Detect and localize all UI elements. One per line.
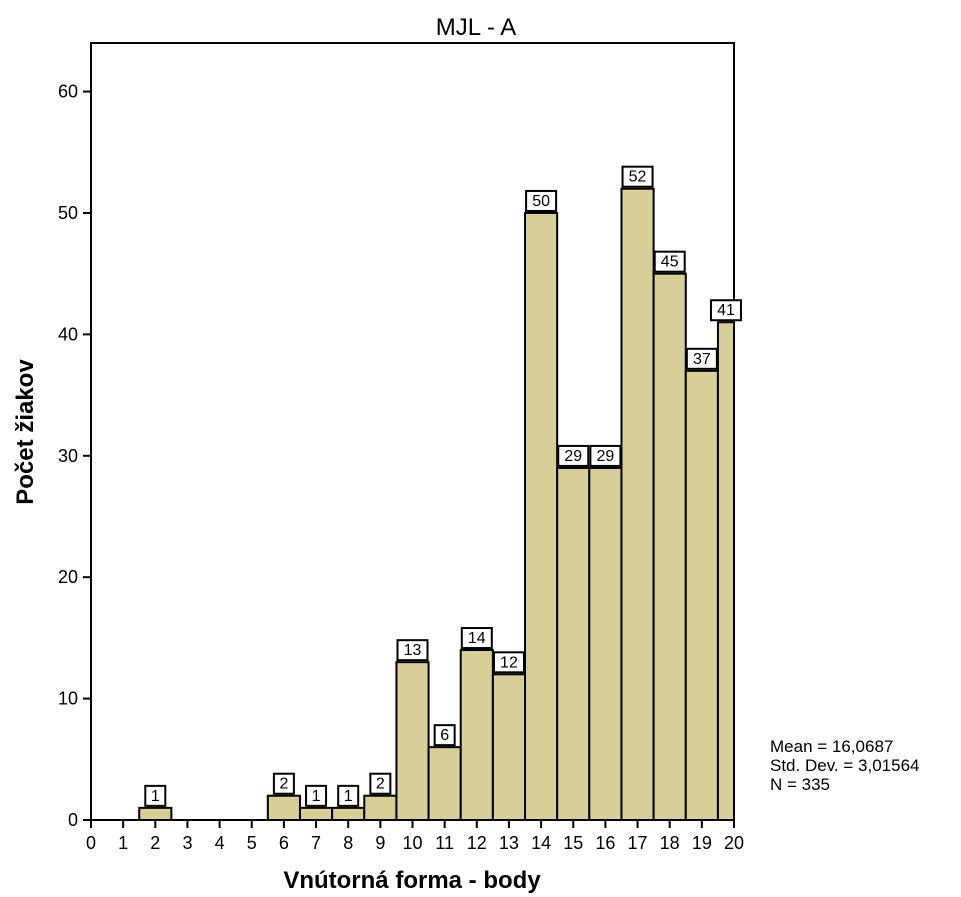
bar-4 (363, 794, 398, 821)
stats-mean: Mean = 16,0687 (770, 737, 894, 756)
bar-11 (588, 466, 623, 821)
data-label-box-6 (433, 724, 456, 747)
data-label-box-9 (525, 189, 558, 212)
x-tick-label-3: 3 (182, 833, 192, 853)
x-tick-label-17: 17 (628, 833, 648, 853)
data-label-5: 13 (404, 642, 422, 659)
data-label-box-14 (685, 347, 718, 370)
y-axis-title: Počet žiakov (12, 359, 39, 505)
x-axis: 0 1 2 3 4 5 6 7 8 9 10 11 12 13 14 15 16 17 18 19 20 (86, 820, 744, 853)
x-tick-label-11: 11 (435, 833, 454, 853)
data-label-box-3 (337, 784, 360, 807)
data-label-box-13 (653, 250, 686, 273)
x-tick-label-4: 4 (215, 833, 225, 853)
data-label-6: 6 (440, 727, 449, 744)
data-label-box-4 (369, 772, 392, 795)
data-label-0: 1 (151, 788, 160, 805)
data-label-1: 2 (279, 776, 288, 793)
data-label-box-10 (557, 444, 590, 467)
x-tick-label-5: 5 (247, 833, 257, 853)
y-tick-label-2: 20 (58, 567, 78, 587)
y-tick-label-5: 50 (58, 203, 78, 223)
bar-14 (684, 369, 719, 821)
x-tick-label-15: 15 (563, 833, 583, 853)
x-tick-label-2: 2 (150, 833, 160, 853)
x-tick-label-8: 8 (343, 833, 353, 853)
y-tick-label-0: 0 (68, 810, 78, 830)
data-label-7: 14 (468, 630, 486, 647)
x-tick-label-18: 18 (660, 833, 680, 853)
data-label-box-7 (460, 627, 493, 650)
chart-title: MJL - A (436, 14, 516, 41)
x-tick-label-0: 0 (86, 833, 96, 853)
y-tick-label-4: 40 (58, 324, 78, 344)
bar-15 (716, 321, 735, 821)
x-tick-label-20: 20 (724, 833, 744, 853)
x-tick-label-6: 6 (279, 833, 289, 853)
y-tick-label-6: 60 (58, 82, 78, 102)
x-tick-label-1: 1 (118, 833, 128, 853)
stats-n: N = 335 (770, 775, 831, 794)
bar-13 (652, 272, 687, 821)
bar-9 (524, 211, 559, 821)
y-axis: 0 10 20 30 40 50 60 (58, 82, 91, 830)
data-label-14: 37 (693, 351, 711, 368)
x-tick-label-16: 16 (595, 833, 615, 853)
stats-std-dev: Std. Dev. = 3,01564 (770, 756, 920, 775)
data-label-box-12 (621, 165, 654, 188)
data-label-13: 45 (661, 254, 679, 271)
x-tick-label-19: 19 (692, 833, 712, 853)
data-label-4: 2 (376, 776, 385, 793)
bar-2 (298, 806, 334, 821)
data-label-box-1 (272, 772, 295, 795)
x-tick-label-9: 9 (375, 833, 385, 853)
bar-6 (427, 746, 462, 821)
bar-7 (459, 649, 494, 821)
x-tick-label-14: 14 (531, 833, 551, 853)
bar-5 (395, 661, 430, 821)
bar-3 (331, 806, 366, 821)
data-label-2: 1 (312, 788, 321, 805)
data-label-box-8 (492, 651, 525, 674)
x-tick-label-10: 10 (402, 833, 422, 853)
data-label-box-0 (144, 784, 167, 807)
bar-12 (620, 187, 655, 821)
data-label-box-15 (709, 299, 742, 322)
x-tick-label-12: 12 (467, 833, 487, 853)
x-tick-label-13: 13 (499, 833, 519, 853)
data-label-10: 29 (564, 448, 582, 465)
stats-box: Mean = 16,0687 Std. Dev. = 3,01564 N = 3… (770, 737, 919, 794)
bar-8 (491, 673, 527, 821)
y-tick-label-1: 10 (58, 689, 78, 709)
data-label-15: 41 (717, 302, 735, 319)
bars-group (138, 187, 735, 821)
data-label-12: 52 (629, 169, 647, 186)
bar-10 (556, 466, 591, 821)
data-label-box-5 (396, 639, 429, 662)
x-tick-label-7: 7 (311, 833, 321, 853)
data-label-box-11 (589, 444, 622, 467)
data-label-box-2 (305, 784, 328, 807)
bar-0 (138, 806, 173, 821)
x-axis-title: Vnútorná forma - body (283, 867, 541, 894)
data-label-3: 1 (344, 788, 353, 805)
data-label-8: 12 (500, 654, 518, 671)
data-label-9: 50 (532, 193, 550, 210)
y-tick-label-3: 30 (58, 446, 78, 466)
bar-1 (266, 794, 301, 821)
data-label-11: 29 (597, 448, 615, 465)
